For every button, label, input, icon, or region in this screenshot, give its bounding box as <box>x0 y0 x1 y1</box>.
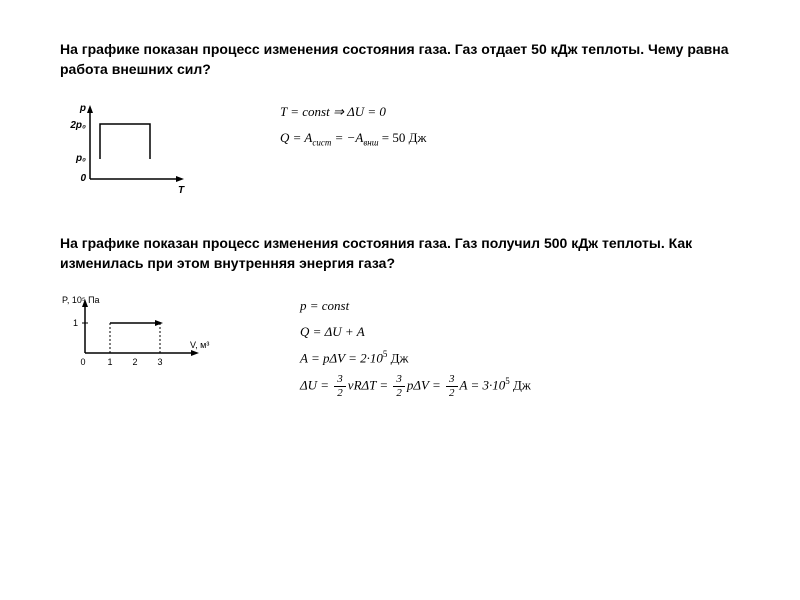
eq-line: T = const ⇒ ΔU = 0 <box>280 99 426 125</box>
svg-text:P, 10⁵ Па: P, 10⁵ Па <box>62 295 100 305</box>
eq-line: ΔU = 32νRΔT = 32pΔV = 32A = 3·105 Дж <box>300 372 531 399</box>
problem1-text: На графике показан процесс изменения сос… <box>60 40 740 79</box>
problem2-graph: P, 10⁵ Па 1 0 1 2 3 V, м³ <box>60 293 220 388</box>
svg-text:p₀: p₀ <box>75 153 86 164</box>
svg-text:2p₀: 2p₀ <box>69 120 86 131</box>
problem1-graph: p 2p₀ p₀ 0 T <box>60 99 200 204</box>
eq-line: A = pΔV = 2·105 Дж <box>300 345 531 371</box>
problem2-equations: p = const Q = ΔU + A A = pΔV = 2·105 Дж … <box>300 293 531 398</box>
svg-text:V, м³: V, м³ <box>190 340 209 350</box>
svg-text:0: 0 <box>80 173 86 184</box>
svg-text:T: T <box>178 185 185 196</box>
problem2-block: P, 10⁵ Па 1 0 1 2 3 V, м³ p = const Q = … <box>60 293 740 398</box>
svg-text:2: 2 <box>132 357 137 367</box>
problem1-block: p 2p₀ p₀ 0 T T = const ⇒ ΔU = 0 Q = Aсис… <box>60 99 740 204</box>
svg-text:3: 3 <box>157 357 162 367</box>
svg-text:p: p <box>79 103 86 114</box>
problem2-text: На графике показан процесс изменения сос… <box>60 234 740 273</box>
svg-text:0: 0 <box>80 357 85 367</box>
problem1-equations: T = const ⇒ ΔU = 0 Q = Aсист = −Aвнш = 5… <box>280 99 426 152</box>
eq-line: p = const <box>300 293 531 319</box>
svg-text:1: 1 <box>107 357 112 367</box>
svg-text:1: 1 <box>73 318 78 328</box>
eq-line: Q = ΔU + A <box>300 319 531 345</box>
eq-line: Q = Aсист = −Aвнш = 50 Дж <box>280 125 426 152</box>
